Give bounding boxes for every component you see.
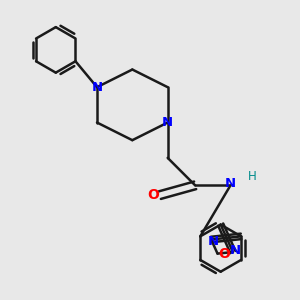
Text: N: N [162, 116, 173, 129]
Text: N: N [208, 235, 219, 248]
Text: N: N [92, 81, 103, 94]
Text: O: O [219, 247, 230, 261]
Text: O: O [147, 188, 159, 202]
Text: H: H [248, 170, 256, 183]
Text: N: N [225, 177, 236, 190]
Text: N: N [229, 244, 240, 256]
